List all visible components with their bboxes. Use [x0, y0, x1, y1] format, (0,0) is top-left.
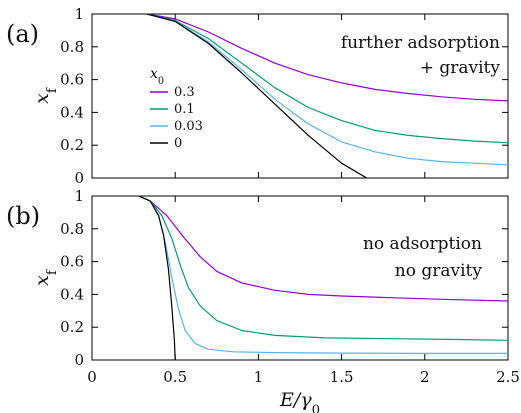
series-line [146, 13, 509, 166]
x-tick-label: 1 [254, 368, 264, 386]
panel-b: 0 0.5 1 1.5 2 2.5 0 0.2 0.4 0.6 0.8 1 (b) xf E/γ0 no ad… [6, 187, 520, 413]
plot-frame [91, 195, 509, 361]
x-tick-label: 2 [420, 368, 430, 386]
x-tick-label: 0 [87, 368, 97, 386]
series-line [146, 13, 509, 144]
y-axis-label: xf [31, 269, 60, 286]
y-tick-label: 1 [74, 187, 84, 205]
y-tick-label: 0.4 [60, 103, 84, 121]
y-tick-label: 0 [74, 351, 84, 369]
x-tick-label: 2.5 [496, 368, 520, 386]
y-tick-label: 0.2 [60, 136, 84, 154]
legend-entry: 0.3 [174, 85, 195, 100]
annotation-line: + gravity [420, 58, 501, 78]
panel-a: 0 0.2 0.4 0.6 0.8 1 (a) xf further adsorption + g… [6, 5, 509, 187]
series-line [138, 195, 509, 341]
y-tick-label: 1 [74, 5, 84, 23]
series-line [138, 195, 176, 361]
series-line [146, 13, 367, 179]
y-tick-label: 0.8 [60, 38, 84, 56]
series-line [146, 13, 509, 102]
annotation-line: no adsorption [363, 234, 482, 254]
panel-label: (a) [6, 20, 39, 48]
panel-label: (b) [6, 202, 40, 230]
y-tick-label: 0.4 [60, 285, 84, 303]
plot-frame [91, 13, 509, 179]
annotation-line: no gravity [395, 261, 483, 281]
legend-entry: 0 [174, 136, 182, 151]
y-tick-label: 0.6 [60, 253, 84, 271]
y-tick-label: 0.6 [60, 71, 84, 89]
x-axis-label: E/γ0 [279, 389, 320, 413]
legend-entry: 0.1 [174, 102, 195, 117]
y-tick-label: 0.2 [60, 318, 84, 336]
y-axis-label: xf [31, 87, 60, 104]
legend-title: x0 [150, 66, 164, 87]
y-tick-label: 0 [74, 169, 84, 187]
x-tick-label: 0.5 [163, 368, 187, 386]
series-line [138, 195, 509, 302]
annotation-line: further adsorption [341, 33, 500, 53]
y-tick-label: 0.8 [60, 220, 84, 238]
legend-entry: 0.03 [174, 119, 203, 134]
x-tick-label: 1.5 [330, 368, 354, 386]
